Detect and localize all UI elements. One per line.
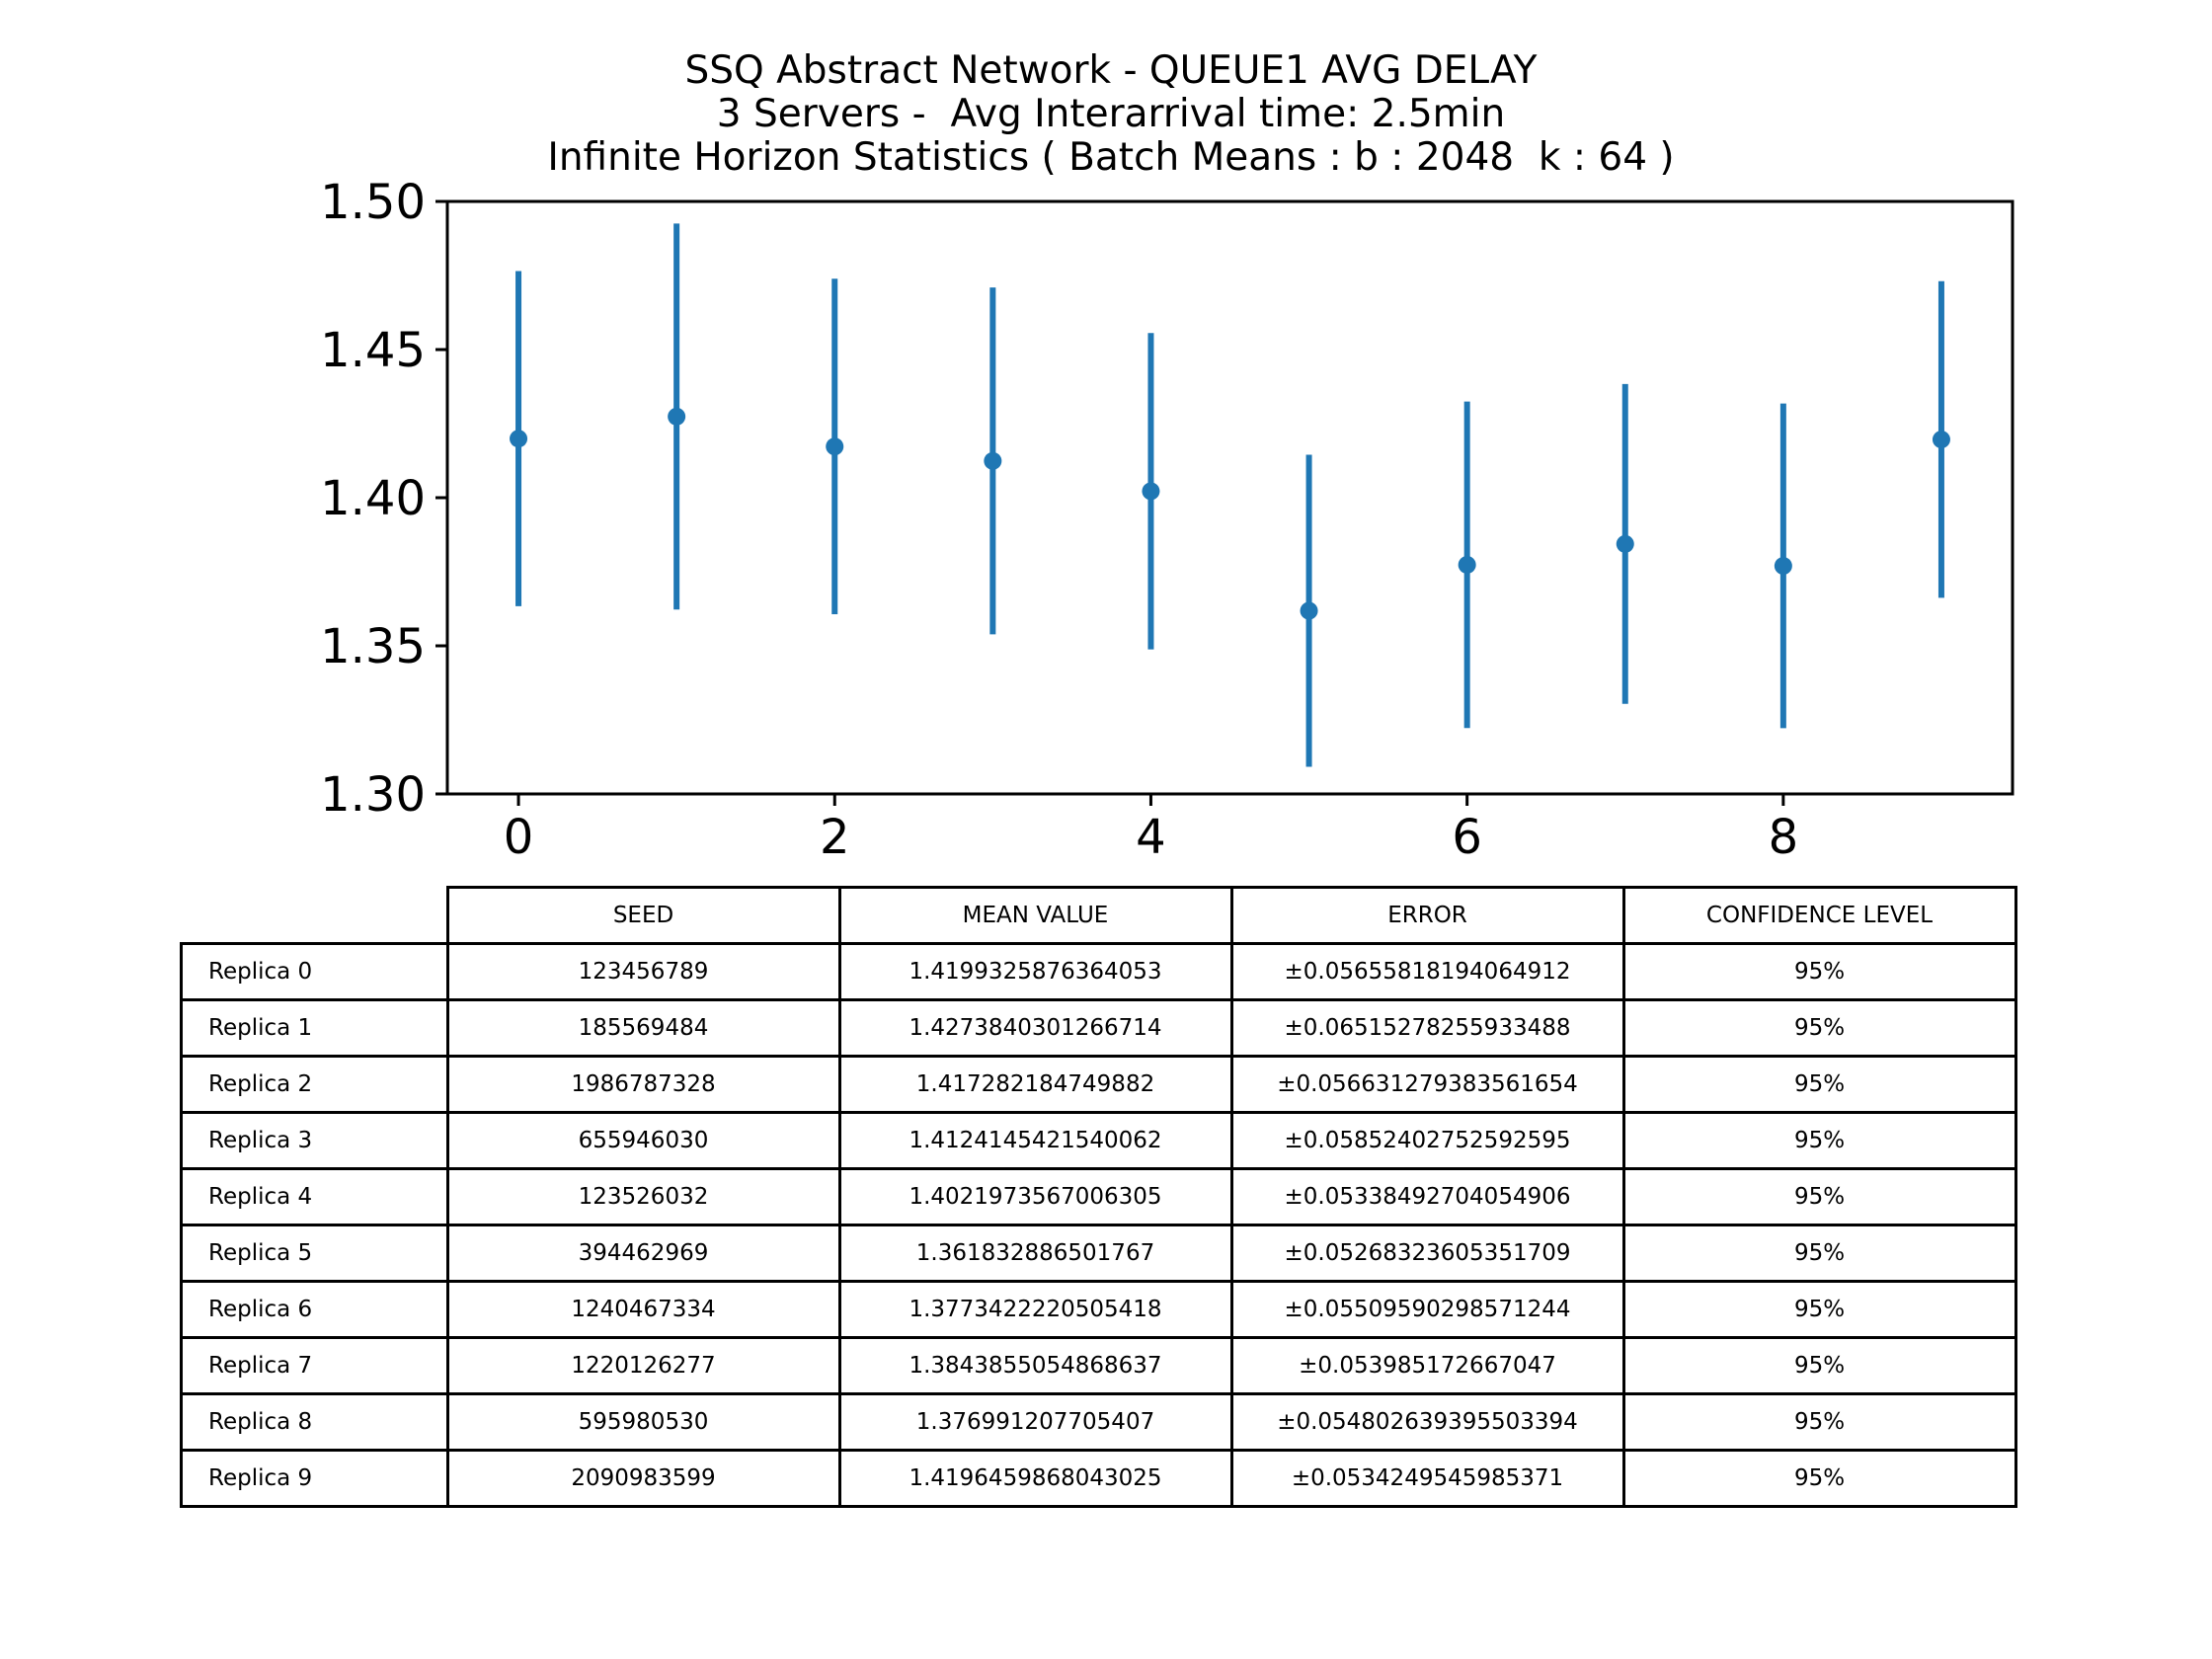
table-header-row: SEED MEAN VALUE ERROR CONFIDENCE LEVEL bbox=[182, 886, 2017, 945]
cell-confidence-level: 95% bbox=[1621, 1280, 2017, 1339]
cell-mean-value: 1.417282184749882 bbox=[837, 1055, 1233, 1114]
data-point-1 bbox=[668, 407, 686, 426]
table-row: Replica 3 655946030 1.4124145421540062 ±0.0… bbox=[180, 1111, 2017, 1170]
row-label: Replica 2 bbox=[180, 1055, 449, 1114]
row-label: Replica 4 bbox=[180, 1167, 449, 1226]
cell-mean-value: 1.3773422220505418 bbox=[837, 1280, 1233, 1339]
row-label: Replica 1 bbox=[180, 998, 449, 1058]
cell-seed: 185569484 bbox=[445, 998, 841, 1058]
cell-mean-value: 1.4199325876364053 bbox=[837, 942, 1233, 1001]
x-tick-label-2: 4 bbox=[1136, 810, 1166, 865]
table-corner bbox=[182, 888, 448, 944]
y-tick-label-0: 1.30 bbox=[320, 767, 426, 823]
data-point-7 bbox=[1616, 534, 1634, 553]
row-label: Replica 8 bbox=[180, 1392, 449, 1452]
x-tick-label-4: 8 bbox=[1769, 810, 1799, 865]
y-tick-label-3: 1.45 bbox=[320, 323, 426, 378]
cell-seed: 1220126277 bbox=[445, 1336, 841, 1395]
column-header-mean-value: MEAN VALUE bbox=[837, 886, 1233, 945]
cell-confidence-level: 95% bbox=[1621, 1111, 2017, 1170]
cell-confidence-level: 95% bbox=[1621, 1449, 2017, 1508]
cell-error: ±0.05655818194064912 bbox=[1229, 942, 1625, 1001]
data-point-8 bbox=[1774, 557, 1792, 576]
cell-mean-value: 1.4196459868043025 bbox=[837, 1449, 1233, 1508]
cell-seed: 394462969 bbox=[445, 1224, 841, 1283]
column-header-seed: SEED bbox=[445, 886, 841, 945]
table-row: Replica 0 123456789 1.4199325876364053 ±0.0… bbox=[180, 942, 2017, 1001]
cell-seed: 123526032 bbox=[445, 1167, 841, 1226]
table-row: Replica 9 2090983599 1.4196459868043025 ±0.… bbox=[180, 1449, 2017, 1508]
cell-mean-value: 1.4021973567006305 bbox=[837, 1167, 1233, 1226]
cell-mean-value: 1.4124145421540062 bbox=[837, 1111, 1233, 1170]
cell-seed: 595980530 bbox=[445, 1392, 841, 1452]
cell-seed: 1986787328 bbox=[445, 1055, 841, 1114]
table-row: Replica 1 185569484 1.4273840301266714 ±0.0… bbox=[180, 998, 2017, 1058]
row-label: Replica 5 bbox=[180, 1224, 449, 1283]
cell-mean-value: 1.4273840301266714 bbox=[837, 998, 1233, 1058]
cell-seed: 655946030 bbox=[445, 1111, 841, 1170]
cell-error: ±0.05509590298571244 bbox=[1229, 1280, 1625, 1339]
column-header-confidence-level: CONFIDENCE LEVEL bbox=[1621, 886, 2017, 945]
cell-confidence-level: 95% bbox=[1621, 1167, 2017, 1226]
cell-mean-value: 1.3843855054868637 bbox=[837, 1336, 1233, 1395]
chart-title-line-1: SSQ Abstract Network - QUEUE1 AVG DELAY bbox=[684, 48, 1538, 93]
data-point-2 bbox=[826, 437, 844, 456]
cell-error: ±0.06515278255933488 bbox=[1229, 998, 1625, 1058]
plot-frame bbox=[445, 199, 2014, 796]
row-label: Replica 3 bbox=[180, 1111, 449, 1170]
chart-marks bbox=[510, 223, 1950, 767]
cell-confidence-level: 95% bbox=[1621, 1055, 2017, 1114]
table-row: Replica 2 1986787328 1.417282184749882 ±0.0… bbox=[180, 1055, 2017, 1114]
table-row: Replica 6 1240467334 1.3773422220505418 ±0.… bbox=[180, 1280, 2017, 1339]
x-tick-label-0: 0 bbox=[504, 810, 534, 865]
chart-title-line-2: 3 Servers - Avg Interarrival time: 2.5mi… bbox=[716, 92, 1506, 136]
cell-confidence-level: 95% bbox=[1621, 942, 2017, 1001]
table-row: Replica 8 595980530 1.376991207705407 ±0.05… bbox=[180, 1392, 2017, 1452]
y-tick-label-1: 1.35 bbox=[320, 619, 426, 674]
column-header-error: ERROR bbox=[1229, 886, 1625, 945]
x-tick-label-1: 2 bbox=[820, 810, 850, 865]
cell-mean-value: 1.361832886501767 bbox=[837, 1224, 1233, 1283]
cell-error: ±0.05852402752592595 bbox=[1229, 1111, 1625, 1170]
row-label: Replica 7 bbox=[180, 1336, 449, 1395]
replica-statistics-table: SEED MEAN VALUE ERROR CONFIDENCE LEVEL R… bbox=[180, 886, 2017, 1508]
cell-error: ±0.056631279383561654 bbox=[1229, 1055, 1625, 1114]
y-tick-label-4: 1.50 bbox=[320, 175, 426, 230]
table-row: Replica 4 123526032 1.4021973567006305 ±0.0… bbox=[180, 1167, 2017, 1226]
data-point-4 bbox=[1142, 482, 1160, 501]
cell-seed: 1240467334 bbox=[445, 1280, 841, 1339]
errorbar-chart: 0 2 4 6 8 1.30 1.35 1.40 1.45 1.50 bbox=[320, 175, 2014, 865]
data-point-0 bbox=[510, 430, 528, 448]
cell-error: ±0.053985172667047 bbox=[1229, 1336, 1625, 1395]
x-tick-label-3: 6 bbox=[1452, 810, 1482, 865]
chart-axes-ticks: 0 2 4 6 8 1.30 1.35 1.40 1.45 1.50 bbox=[320, 175, 1798, 865]
row-label: Replica 9 bbox=[180, 1449, 449, 1508]
cell-confidence-level: 95% bbox=[1621, 998, 2017, 1058]
cell-confidence-level: 95% bbox=[1621, 1392, 2017, 1452]
cell-error: ±0.054802639395503394 bbox=[1229, 1392, 1625, 1452]
table-row: Replica 5 394462969 1.361832886501767 ±0.05… bbox=[180, 1224, 2017, 1283]
cell-error: ±0.05338492704054906 bbox=[1229, 1167, 1625, 1226]
chart-title-line-3: Infinite Horizon Statistics ( Batch Mean… bbox=[547, 135, 1675, 180]
row-label: Replica 0 bbox=[180, 942, 449, 1001]
table-row: Replica 7 1220126277 1.3843855054868637 ±0.… bbox=[180, 1336, 2017, 1395]
row-label: Replica 6 bbox=[180, 1280, 449, 1339]
cell-confidence-level: 95% bbox=[1621, 1224, 2017, 1283]
data-point-6 bbox=[1458, 555, 1476, 574]
data-point-3 bbox=[984, 451, 1002, 470]
y-tick-label-2: 1.40 bbox=[320, 471, 426, 526]
cell-confidence-level: 95% bbox=[1621, 1336, 2017, 1395]
cell-mean-value: 1.376991207705407 bbox=[837, 1392, 1233, 1452]
cell-seed: 2090983599 bbox=[445, 1449, 841, 1508]
data-point-5 bbox=[1300, 601, 1318, 620]
cell-error: ±0.05268323605351709 bbox=[1229, 1224, 1625, 1283]
data-point-9 bbox=[1932, 431, 1950, 449]
cell-seed: 123456789 bbox=[445, 942, 841, 1001]
cell-error: ±0.0534249545985371 bbox=[1229, 1449, 1625, 1508]
